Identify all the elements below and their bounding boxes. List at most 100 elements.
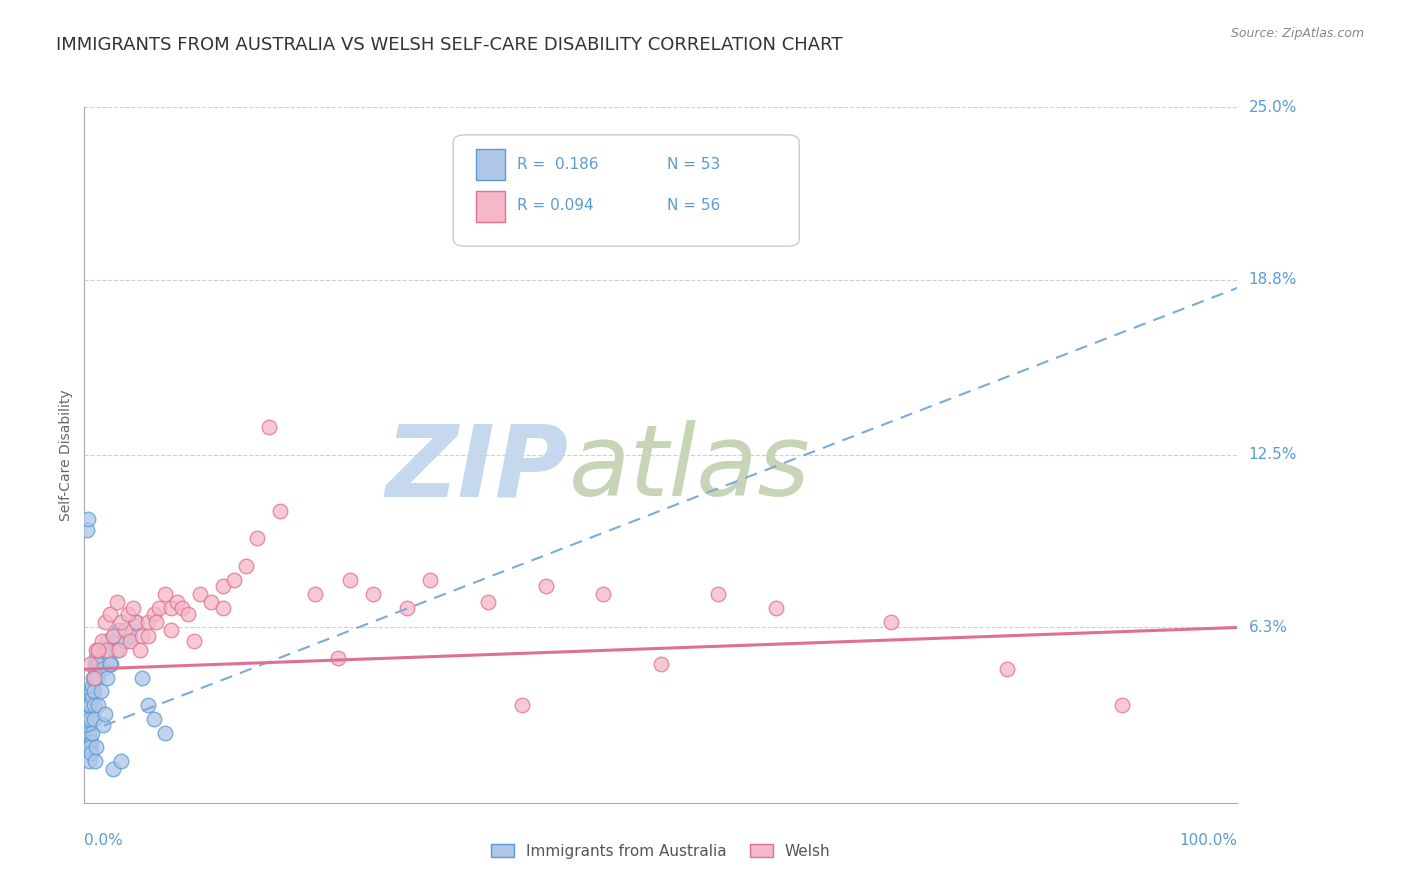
Point xyxy=(96,671,118,685)
Point xyxy=(995,662,1018,676)
Point xyxy=(880,615,903,629)
Point xyxy=(534,579,557,593)
Point xyxy=(477,595,499,609)
Text: Source: ZipAtlas.com: Source: ZipAtlas.com xyxy=(1230,27,1364,40)
Point xyxy=(75,726,97,740)
Point xyxy=(82,679,104,693)
Y-axis label: Self-Care Disability: Self-Care Disability xyxy=(59,389,73,521)
Point xyxy=(235,559,257,574)
Text: atlas: atlas xyxy=(568,420,810,517)
Point xyxy=(80,684,103,698)
Point xyxy=(82,671,104,685)
Point xyxy=(83,671,105,685)
Point xyxy=(86,671,108,685)
Point xyxy=(211,579,233,593)
Point xyxy=(120,629,142,643)
Point xyxy=(172,601,194,615)
Point xyxy=(160,601,183,615)
Text: 25.0%: 25.0% xyxy=(1249,100,1296,114)
Point xyxy=(89,684,111,698)
Text: N = 53: N = 53 xyxy=(666,157,720,171)
Point xyxy=(110,615,132,629)
Point xyxy=(592,587,614,601)
Point xyxy=(76,512,98,526)
Text: 12.5%: 12.5% xyxy=(1249,448,1296,462)
Point xyxy=(224,573,246,587)
Point xyxy=(512,698,534,713)
Point xyxy=(117,607,139,621)
Point xyxy=(90,662,112,676)
Point xyxy=(89,642,111,657)
Text: 0.0%: 0.0% xyxy=(84,833,124,848)
Point xyxy=(142,607,165,621)
Point xyxy=(114,634,136,648)
Point xyxy=(84,657,107,671)
Text: 6.3%: 6.3% xyxy=(1249,620,1288,635)
Point xyxy=(183,634,205,648)
Point xyxy=(103,629,124,643)
Point xyxy=(108,624,131,638)
Point xyxy=(120,634,142,648)
Point xyxy=(136,615,159,629)
Text: ZIP: ZIP xyxy=(385,420,568,517)
Point xyxy=(200,595,222,609)
Point xyxy=(211,601,233,615)
Point xyxy=(80,746,103,760)
Point xyxy=(166,595,188,609)
Text: IMMIGRANTS FROM AUSTRALIA VS WELSH SELF-CARE DISABILITY CORRELATION CHART: IMMIGRANTS FROM AUSTRALIA VS WELSH SELF-… xyxy=(56,36,842,54)
Point xyxy=(76,523,98,537)
Point xyxy=(110,754,132,768)
Point xyxy=(153,587,176,601)
Point xyxy=(94,615,117,629)
Point xyxy=(125,615,148,629)
Point xyxy=(79,740,101,755)
Point xyxy=(246,532,269,546)
Point xyxy=(76,698,98,713)
Point xyxy=(188,587,211,601)
Point xyxy=(105,642,128,657)
Point xyxy=(79,698,101,713)
Point xyxy=(84,740,107,755)
Point xyxy=(269,503,291,517)
Point xyxy=(136,629,159,643)
Text: 18.8%: 18.8% xyxy=(1249,272,1296,287)
Point xyxy=(1111,698,1133,713)
Point xyxy=(98,657,121,671)
Point xyxy=(148,601,170,615)
Point xyxy=(79,657,101,671)
Point xyxy=(77,754,100,768)
Point xyxy=(94,706,117,721)
Point xyxy=(80,690,103,704)
Point xyxy=(304,587,326,601)
Point xyxy=(142,712,165,726)
Point xyxy=(153,726,176,740)
Point xyxy=(77,740,100,755)
Text: 100.0%: 100.0% xyxy=(1180,833,1237,848)
Bar xyxy=(477,191,505,222)
Point xyxy=(160,624,183,638)
Legend: Immigrants from Australia, Welsh: Immigrants from Australia, Welsh xyxy=(485,838,837,864)
Point xyxy=(105,595,128,609)
Point xyxy=(177,607,200,621)
Point xyxy=(82,726,104,740)
Point xyxy=(136,698,159,713)
Point xyxy=(339,573,361,587)
Point xyxy=(707,587,730,601)
Point xyxy=(91,718,114,732)
Point xyxy=(419,573,441,587)
Point xyxy=(80,734,103,748)
Point xyxy=(103,763,124,777)
Point xyxy=(257,420,280,434)
Point xyxy=(83,662,105,676)
Point xyxy=(90,634,112,648)
Point xyxy=(83,712,105,726)
Point xyxy=(98,607,121,621)
Point xyxy=(114,624,136,638)
Point xyxy=(125,615,148,629)
Point xyxy=(93,642,115,657)
Text: R = 0.094: R = 0.094 xyxy=(517,198,593,213)
Point xyxy=(765,601,787,615)
Point xyxy=(83,698,105,713)
Bar xyxy=(477,149,505,180)
Point xyxy=(83,754,105,768)
